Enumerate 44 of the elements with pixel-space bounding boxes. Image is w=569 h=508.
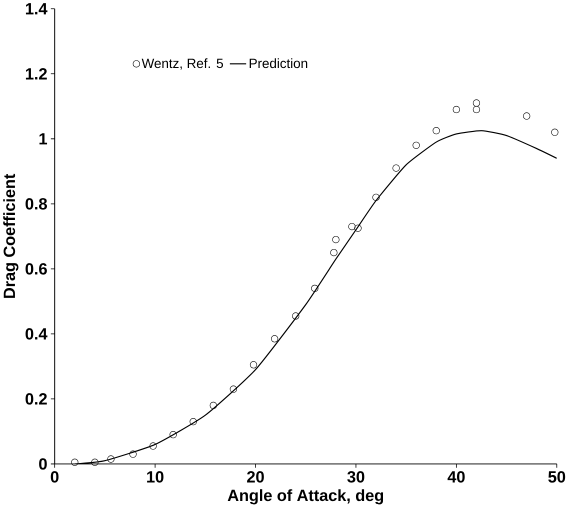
- point: [129, 450, 137, 458]
- y-tick-label: 1.4: [26, 3, 48, 15]
- point: [149, 442, 157, 450]
- y-tick-label: 1.2: [26, 68, 47, 80]
- x-tick-label: 0: [50, 471, 59, 483]
- point: [107, 456, 115, 463]
- point: [230, 386, 238, 394]
- y-tick-label: 0.4: [26, 328, 48, 340]
- point: [452, 106, 460, 114]
- y-tick-label: 0.8: [26, 198, 47, 210]
- point: [311, 284, 318, 292]
- x-tick-label: 40: [448, 471, 465, 483]
- x-tick-label: 30: [347, 471, 364, 483]
- y-tick-label: 0.6: [26, 263, 47, 275]
- point: [472, 100, 480, 107]
- point: [210, 402, 217, 410]
- point: [71, 458, 78, 466]
- point: [250, 361, 258, 369]
- point: [472, 106, 480, 114]
- x-tick-label: 10: [147, 471, 164, 483]
- point: [392, 164, 400, 172]
- point: [330, 249, 338, 256]
- y-axis-title: Drag Coefficient: [3, 174, 18, 298]
- y-tick-label: 1: [39, 133, 48, 145]
- x-tick-label: 20: [247, 471, 264, 483]
- point: [292, 312, 300, 320]
- point: [354, 224, 362, 232]
- legend-label: Wentz, Ref. 5: [142, 58, 224, 70]
- point: [348, 223, 356, 230]
- point: [523, 112, 530, 120]
- y-tick-label: 0: [39, 458, 47, 470]
- point: [332, 236, 340, 244]
- point: [190, 418, 197, 426]
- legend-label: Prediction: [250, 58, 308, 68]
- point: [372, 194, 380, 202]
- y-tick-label: 0.2: [26, 393, 47, 405]
- point: [270, 335, 278, 343]
- point: [412, 142, 420, 150]
- point: [170, 431, 177, 439]
- x-axis-title: Angle of Attack, deg: [228, 489, 384, 505]
- point: [91, 458, 98, 466]
- point: [551, 128, 558, 136]
- point: [432, 127, 440, 135]
- x-tick-label: 50: [548, 471, 566, 483]
